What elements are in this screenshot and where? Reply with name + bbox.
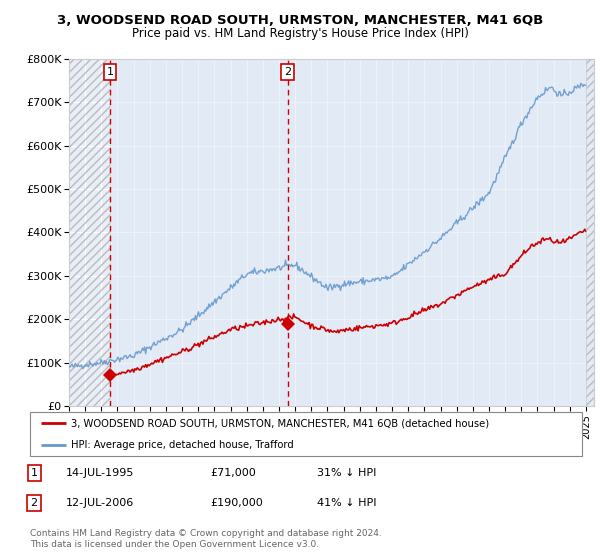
Text: 2: 2 bbox=[31, 498, 38, 508]
Text: 1: 1 bbox=[106, 67, 113, 77]
FancyBboxPatch shape bbox=[30, 412, 582, 456]
Text: £71,000: £71,000 bbox=[210, 468, 256, 478]
Text: 3, WOODSEND ROAD SOUTH, URMSTON, MANCHESTER, M41 6QB (detached house): 3, WOODSEND ROAD SOUTH, URMSTON, MANCHES… bbox=[71, 418, 490, 428]
Text: 41% ↓ HPI: 41% ↓ HPI bbox=[317, 498, 377, 508]
Text: Contains HM Land Registry data © Crown copyright and database right 2024.
This d: Contains HM Land Registry data © Crown c… bbox=[30, 529, 382, 549]
Text: Price paid vs. HM Land Registry's House Price Index (HPI): Price paid vs. HM Land Registry's House … bbox=[131, 27, 469, 40]
Text: 3, WOODSEND ROAD SOUTH, URMSTON, MANCHESTER, M41 6QB: 3, WOODSEND ROAD SOUTH, URMSTON, MANCHES… bbox=[57, 14, 543, 27]
Text: £190,000: £190,000 bbox=[210, 498, 263, 508]
Text: HPI: Average price, detached house, Trafford: HPI: Average price, detached house, Traf… bbox=[71, 440, 294, 450]
Text: 14-JUL-1995: 14-JUL-1995 bbox=[66, 468, 134, 478]
Text: 1: 1 bbox=[31, 468, 38, 478]
Text: 12-JUL-2006: 12-JUL-2006 bbox=[66, 498, 134, 508]
Text: 31% ↓ HPI: 31% ↓ HPI bbox=[317, 468, 377, 478]
Text: 2: 2 bbox=[284, 67, 291, 77]
